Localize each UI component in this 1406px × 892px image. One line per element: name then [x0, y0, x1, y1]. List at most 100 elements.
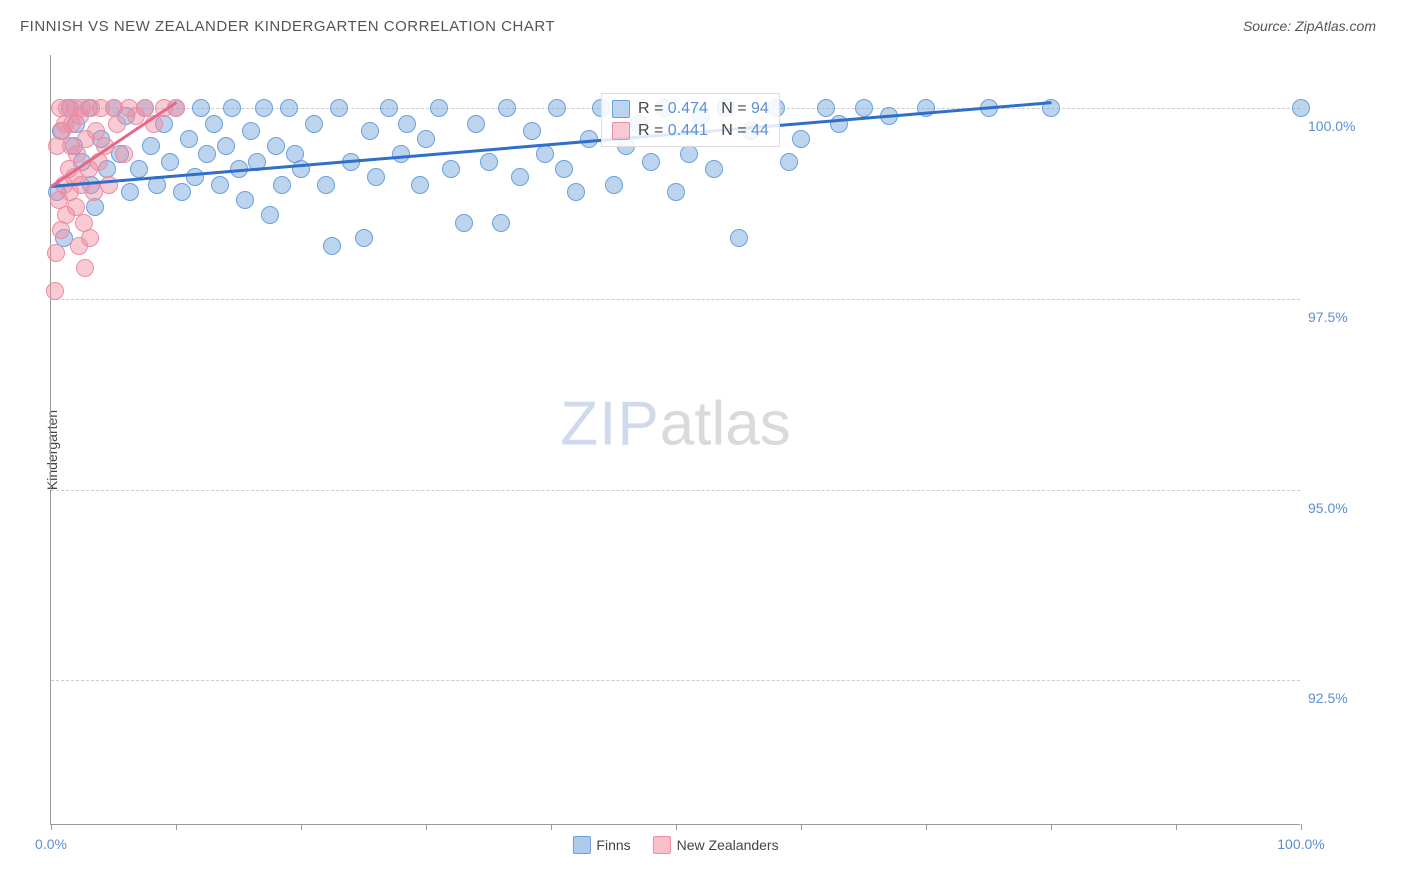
scatter-point [173, 183, 191, 201]
scatter-point [273, 176, 291, 194]
legend-item: Finns [572, 836, 630, 854]
y-tick-label: 97.5% [1308, 309, 1368, 325]
scatter-point [367, 168, 385, 186]
scatter-point [380, 99, 398, 117]
legend: Finns New Zealanders [572, 836, 778, 854]
scatter-point [115, 145, 133, 163]
legend-item: New Zealanders [653, 836, 779, 854]
scatter-point [498, 99, 516, 117]
legend-label: New Zealanders [677, 837, 779, 853]
stats-row: R = 0.441 N = 44 [612, 120, 769, 142]
watermark-atlas: atlas [660, 390, 791, 459]
scatter-point [317, 176, 335, 194]
scatter-point [280, 99, 298, 117]
scatter-point [142, 137, 160, 155]
scatter-point [323, 237, 341, 255]
scatter-point [255, 99, 273, 117]
scatter-point [47, 244, 65, 262]
scatter-point [52, 221, 70, 239]
x-tick [176, 824, 177, 830]
scatter-point [76, 259, 94, 277]
gridline [51, 490, 1300, 491]
scatter-point [511, 168, 529, 186]
plot-container: Kindergarten ZIPatlas 92.5%95.0%97.5%100… [50, 55, 1370, 845]
scatter-point [236, 191, 254, 209]
scatter-point [605, 176, 623, 194]
stats-text: R = 0.474 N = 94 [638, 100, 769, 118]
x-tick [426, 824, 427, 830]
scatter-point [330, 99, 348, 117]
scatter-point [830, 115, 848, 133]
scatter-point [667, 183, 685, 201]
scatter-point [108, 115, 126, 133]
scatter-point [242, 122, 260, 140]
stats-row: R = 0.474 N = 94 [612, 98, 769, 120]
scatter-point [455, 214, 473, 232]
scatter-point [355, 229, 373, 247]
x-tick [926, 824, 927, 830]
scatter-point [267, 137, 285, 155]
scatter-point [792, 130, 810, 148]
x-tick-label: 0.0% [35, 836, 67, 852]
scatter-point [1292, 99, 1310, 117]
scatter-point [86, 198, 104, 216]
scatter-point [780, 153, 798, 171]
legend-swatch [653, 836, 671, 854]
scatter-point [417, 130, 435, 148]
scatter-point [398, 115, 416, 133]
y-tick-label: 100.0% [1308, 118, 1368, 134]
legend-swatch [612, 100, 630, 118]
scatter-point [492, 214, 510, 232]
scatter-point [198, 145, 216, 163]
scatter-point [705, 160, 723, 178]
plot-area: ZIPatlas 92.5%95.0%97.5%100.0%0.0%100.0%… [50, 55, 1300, 825]
stats-text: R = 0.441 N = 44 [638, 122, 769, 140]
scatter-point [186, 168, 204, 186]
source-label: Source: ZipAtlas.com [1243, 18, 1376, 34]
x-tick [801, 824, 802, 830]
scatter-point [536, 145, 554, 163]
scatter-point [523, 122, 541, 140]
scatter-point [555, 160, 573, 178]
scatter-point [361, 122, 379, 140]
scatter-point [130, 160, 148, 178]
x-tick [51, 824, 52, 830]
gridline [51, 680, 1300, 681]
legend-swatch [612, 122, 630, 140]
scatter-point [855, 99, 873, 117]
scatter-point [642, 153, 660, 171]
scatter-point [917, 99, 935, 117]
scatter-point [46, 282, 64, 300]
scatter-point [430, 99, 448, 117]
y-tick-label: 95.0% [1308, 500, 1368, 516]
chart-title: FINNISH VS NEW ZEALANDER KINDERGARTEN CO… [20, 18, 555, 35]
watermark: ZIPatlas [560, 389, 790, 460]
scatter-point [223, 99, 241, 117]
x-tick [301, 824, 302, 830]
legend-label: Finns [596, 837, 630, 853]
x-tick [676, 824, 677, 830]
scatter-point [100, 176, 118, 194]
legend-swatch [572, 836, 590, 854]
scatter-point [192, 99, 210, 117]
scatter-point [548, 99, 566, 117]
scatter-point [205, 115, 223, 133]
scatter-point [730, 229, 748, 247]
scatter-point [161, 153, 179, 171]
scatter-point [261, 206, 279, 224]
scatter-point [121, 183, 139, 201]
scatter-point [81, 229, 99, 247]
watermark-zip: ZIP [560, 390, 659, 459]
x-tick [1301, 824, 1302, 830]
chart-header: FINNISH VS NEW ZEALANDER KINDERGARTEN CO… [20, 18, 1386, 48]
scatter-point [817, 99, 835, 117]
y-tick-label: 92.5% [1308, 690, 1368, 706]
scatter-point [467, 115, 485, 133]
scatter-point [567, 183, 585, 201]
x-tick [1051, 824, 1052, 830]
gridline [51, 299, 1300, 300]
scatter-point [217, 137, 235, 155]
x-tick [551, 824, 552, 830]
scatter-point [480, 153, 498, 171]
scatter-point [211, 176, 229, 194]
